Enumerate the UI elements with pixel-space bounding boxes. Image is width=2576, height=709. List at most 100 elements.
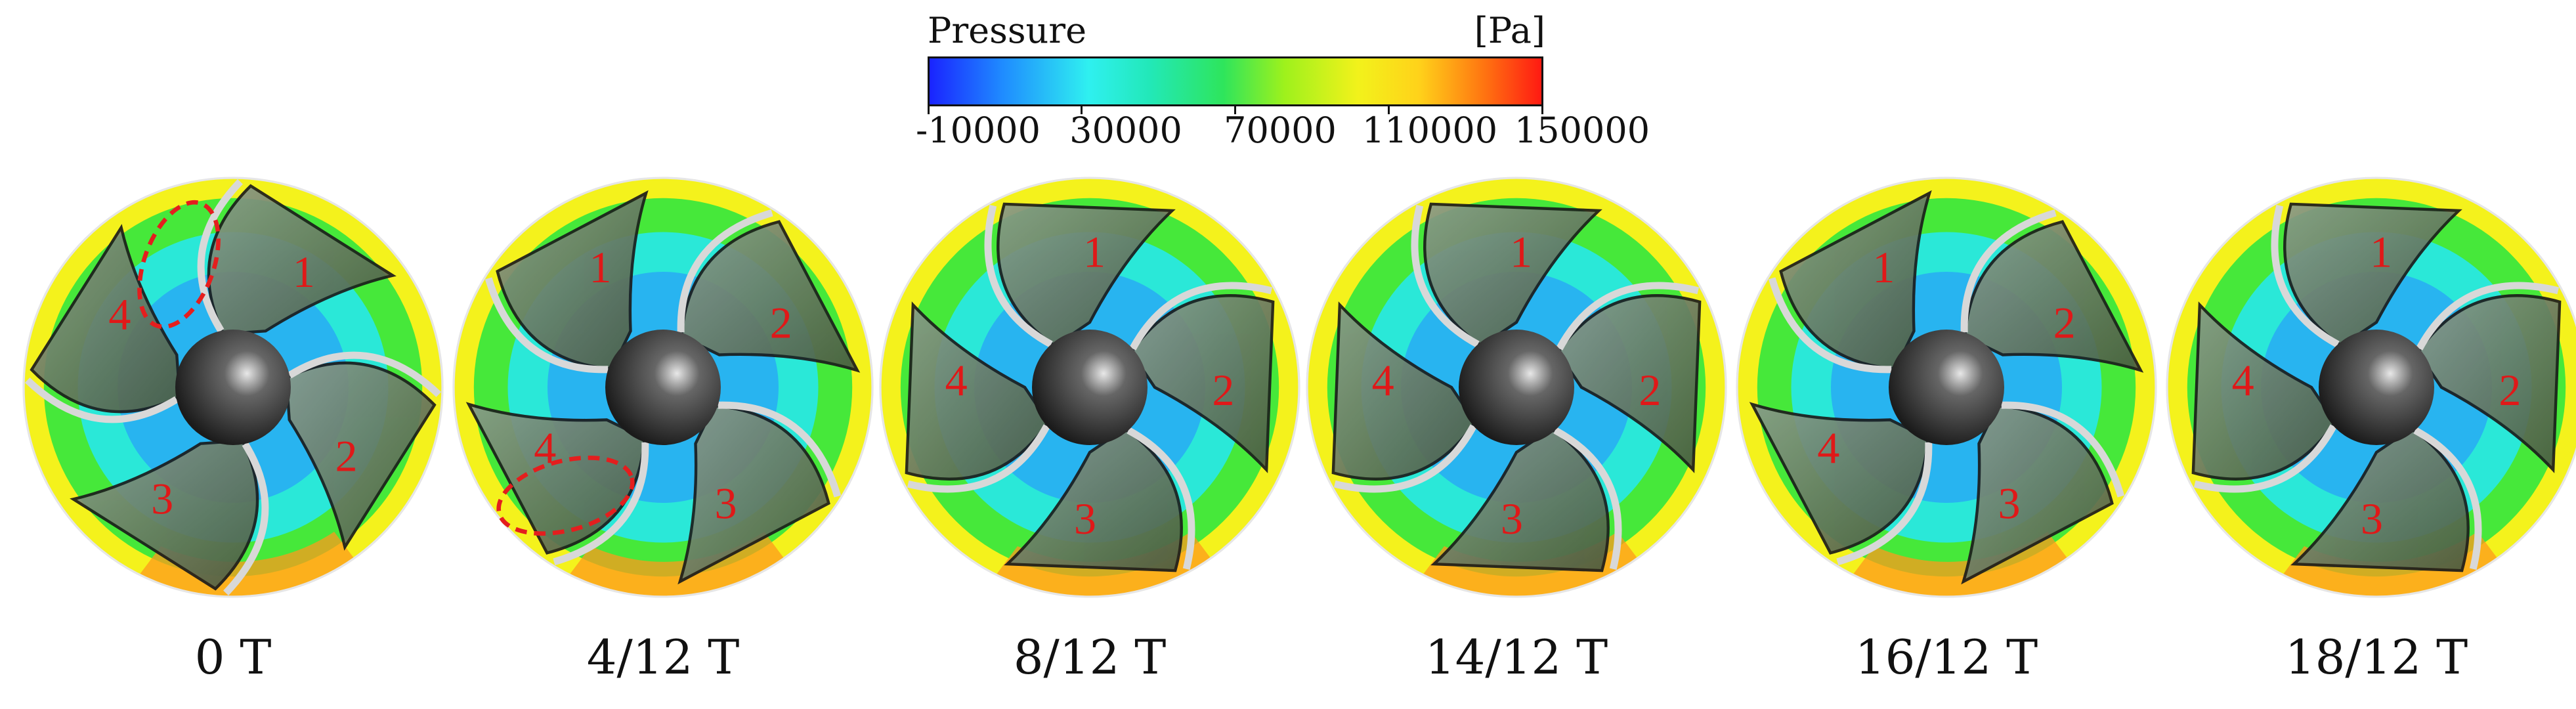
casing-outline xyxy=(1736,177,2157,598)
low-pressure-highlight-ellipse xyxy=(496,455,635,536)
impeller-blade xyxy=(1331,301,1477,481)
legend-unit: [Pa] xyxy=(1474,10,1545,51)
pressure-legend: Pressure [Pa] -10000 30000 70000 110000 … xyxy=(916,8,1650,159)
peak-pressure-zone xyxy=(1853,532,2069,597)
frame-caption: 0 T xyxy=(194,630,272,685)
impeller-contour-plot: 3 4 1 2 xyxy=(2166,177,2576,598)
impeller-blade xyxy=(2290,427,2470,572)
impeller-frame: 2 3 4 1 14/12 T xyxy=(1300,171,1733,696)
blade-leading-edge xyxy=(1333,424,1477,493)
casing-outline xyxy=(452,177,874,598)
impeller-hub xyxy=(1889,330,2004,445)
blade-number-label: 1 xyxy=(2370,226,2392,276)
blade-leading-edge xyxy=(2416,282,2560,351)
impeller-blade xyxy=(1556,294,1702,473)
blade-number-label: 4 xyxy=(108,290,131,339)
impeller-contour-plot: 3 4 1 2 xyxy=(1736,177,2157,598)
blade-leading-edge xyxy=(2193,424,2337,493)
impeller-blade xyxy=(1129,294,1275,473)
frame-caption: 4/12 T xyxy=(586,630,740,685)
legend-tick-label: 150000 xyxy=(1514,110,1650,151)
casing-outline xyxy=(2166,177,2576,598)
blade-leading-edge xyxy=(223,442,269,596)
blade-number-label: 2 xyxy=(2053,297,2076,347)
blade-number-label: 3 xyxy=(2361,494,2383,544)
impeller-blade xyxy=(1004,427,1183,572)
blade-number-label: 3 xyxy=(1998,478,2020,528)
blade-number-label: 4 xyxy=(1817,423,1839,473)
impeller-blade xyxy=(284,361,437,551)
blade-leading-edge xyxy=(1836,442,1933,566)
impeller-blade xyxy=(677,404,830,585)
blade-leading-edge xyxy=(2001,401,2125,498)
impeller-hub xyxy=(605,330,721,445)
blade-leading-edge xyxy=(1129,282,1273,351)
blade-number-label: 2 xyxy=(1212,365,1234,415)
blade-leading-edge xyxy=(1553,427,1622,570)
blade-leading-edge xyxy=(984,204,1053,348)
blade-number-label: 3 xyxy=(714,478,737,528)
impeller-blade xyxy=(30,224,182,414)
impeller-contour-plot: 4 1 2 3 xyxy=(879,177,1300,598)
impeller-frame: 3 4 1 2 18/12 T xyxy=(2160,171,2576,696)
frame-caption: 18/12 T xyxy=(2285,630,2468,685)
blade-leading-edge xyxy=(677,209,773,333)
blade-number-label: 2 xyxy=(770,297,792,347)
legend-tick xyxy=(1388,105,1390,114)
legend-tick xyxy=(1541,105,1543,114)
frame-caption: 14/12 T xyxy=(1425,630,1608,685)
blade-leading-edge xyxy=(1411,204,1480,348)
impeller-hub xyxy=(175,330,291,445)
peak-pressure-zone xyxy=(569,532,786,597)
blade-number-label: 2 xyxy=(335,431,358,481)
legend-tick-label: 110000 xyxy=(1362,110,1498,151)
impeller-contour-plot: 2 3 4 1 xyxy=(1306,177,1727,598)
impeller-blade xyxy=(2416,294,2562,473)
blade-number-label: 1 xyxy=(293,247,315,297)
blade-leading-edge xyxy=(1556,282,1700,351)
casing-outline xyxy=(879,177,1300,598)
impeller-blade xyxy=(2191,301,2337,481)
impeller-frame: 4 1 2 3 8/12 T xyxy=(873,171,1306,696)
blade-leading-edge xyxy=(1960,209,2057,333)
blade-number-label: 1 xyxy=(1872,242,1895,292)
impeller-blade xyxy=(70,439,259,591)
low-pressure-highlight-ellipse xyxy=(137,200,221,330)
impeller-blade xyxy=(1423,202,1602,348)
blade-number-label: 3 xyxy=(1501,494,1523,544)
legend-tick-label: -10000 xyxy=(915,110,1041,151)
impeller-hub xyxy=(1032,330,1148,445)
impeller-frame: 3 4 1 2 16/12 T xyxy=(1730,171,2163,696)
blade-number-label: 2 xyxy=(2499,365,2521,415)
impeller-blade xyxy=(496,190,649,371)
blade-leading-edge xyxy=(288,351,442,397)
legend-tick xyxy=(928,105,930,114)
blade-leading-edge xyxy=(1127,427,1195,570)
blade-number-label: 1 xyxy=(1510,226,1532,276)
legend-tick xyxy=(1234,105,1236,114)
blade-leading-edge xyxy=(484,277,609,374)
blade-number-label: 4 xyxy=(945,356,968,406)
blade-number-label: 1 xyxy=(1083,226,1106,276)
blade-number-label: 4 xyxy=(2232,356,2254,406)
impeller-blade xyxy=(1430,427,1610,572)
impeller-contour-plot: 1 2 3 4 xyxy=(22,177,444,598)
legend-colorbar xyxy=(928,56,1543,106)
blade-leading-edge xyxy=(2413,427,2482,570)
impeller-hub xyxy=(2319,330,2434,445)
blade-leading-edge xyxy=(907,424,1050,493)
impeller-blade xyxy=(1749,402,1930,555)
blade-leading-edge xyxy=(197,179,243,333)
frame-caption: 16/12 T xyxy=(1855,630,2038,685)
impeller-blade xyxy=(1779,190,1932,371)
legend-tick-label: 70000 xyxy=(1224,110,1337,151)
blade-leading-edge xyxy=(718,401,842,498)
blade-number-label: 1 xyxy=(589,242,611,292)
frame-caption: 8/12 T xyxy=(1013,630,1167,685)
impeller-blade xyxy=(1963,220,2144,373)
impeller-hub xyxy=(1459,330,1574,445)
impeller-blade xyxy=(997,202,1176,348)
impeller-blade xyxy=(905,301,1050,481)
blade-leading-edge xyxy=(2271,204,2340,348)
impeller-frame: 1 2 3 4 0 T xyxy=(16,171,450,696)
